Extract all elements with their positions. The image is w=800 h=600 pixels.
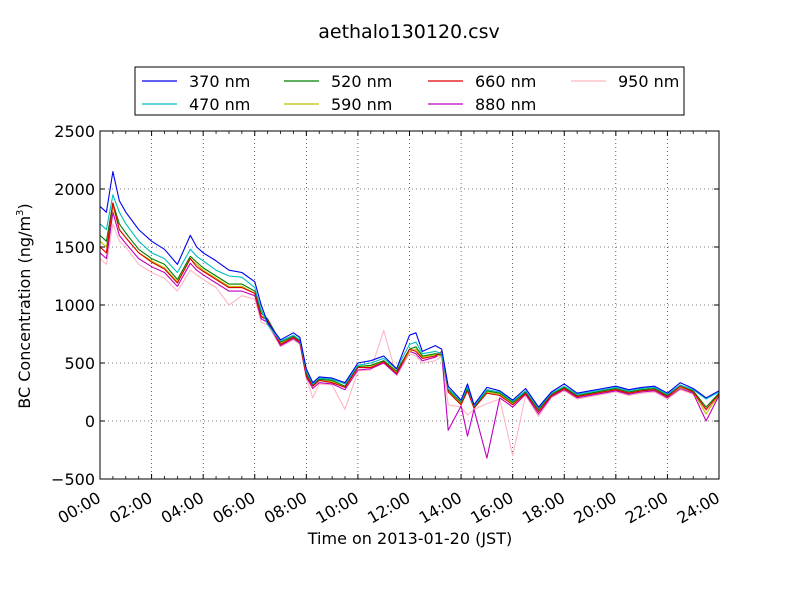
- y-tick-label: 500: [64, 354, 95, 373]
- x-tick-labels: 00:00 02:00 04:00 06:00 08:00 10:00 12:00 14:00…: [55, 488, 723, 528]
- y-axis-label-superscript: 3: [15, 210, 26, 216]
- x-tick-label: 02:00: [106, 488, 155, 528]
- x-tick-label: 10:00: [312, 488, 361, 528]
- legend-entry: 520 nm: [331, 72, 392, 91]
- x-tick-label: 00:00: [55, 488, 104, 528]
- legend: 370 nm 470 nm 520 nm 590 nm 660 nm 880 nm 950 …: [134, 66, 685, 116]
- y-tick-label: −500: [51, 470, 95, 489]
- series-line-520-nm: [99, 202, 720, 410]
- x-axis-label: Time on 2013-01-20 (JST): [307, 529, 512, 548]
- y-tick-labels: −500 0 500 1000 1500 2000 2500: [51, 122, 95, 489]
- y-axis-label-close: ): [15, 203, 34, 209]
- legend-entry: 470 nm: [189, 95, 250, 114]
- grid-lines: [100, 131, 719, 479]
- x-tick-label: 08:00: [261, 488, 310, 528]
- x-tick-label: 18:00: [519, 488, 568, 528]
- chart-title: aethalo130120.csv: [318, 21, 500, 43]
- x-tick-label: 24:00: [674, 488, 723, 528]
- plot-area-frame: [99, 130, 720, 480]
- legend-box: [134, 66, 685, 116]
- series-lines: [99, 171, 720, 459]
- x-tick-label: 20:00: [570, 488, 619, 528]
- series-line-370-nm: [99, 171, 720, 408]
- legend-entry: 590 nm: [331, 95, 392, 114]
- legend-entry: 950 nm: [618, 72, 679, 91]
- legend-entry: 660 nm: [475, 72, 536, 91]
- y-tick-label: 1500: [54, 238, 95, 257]
- series-line-590-nm: [99, 205, 720, 415]
- y-tick-label: 2500: [54, 122, 95, 141]
- x-tick-label: 16:00: [467, 488, 516, 528]
- y-tick-label: 1000: [54, 296, 95, 315]
- y-axis-label-main: BC Concentration (ng/m: [15, 216, 34, 409]
- x-tick-label: 04:00: [158, 488, 207, 528]
- series-line-880-nm: [99, 211, 720, 459]
- x-tick-label: 06:00: [209, 488, 258, 528]
- y-tick-label: 0: [85, 412, 95, 431]
- x-tick-label: 22:00: [622, 488, 671, 528]
- x-tick-label: 12:00: [364, 488, 413, 528]
- series-line-660-nm: [99, 202, 720, 413]
- y-tick-label: 2000: [54, 180, 95, 199]
- y-axis-label: BC Concentration (ng/m3): [15, 203, 34, 408]
- series-line-950-nm: [99, 223, 720, 457]
- x-tick-label: 14:00: [416, 488, 465, 528]
- series-line-470-nm: [99, 194, 720, 409]
- legend-entry: 880 nm: [475, 95, 536, 114]
- legend-entry: 370 nm: [189, 72, 250, 91]
